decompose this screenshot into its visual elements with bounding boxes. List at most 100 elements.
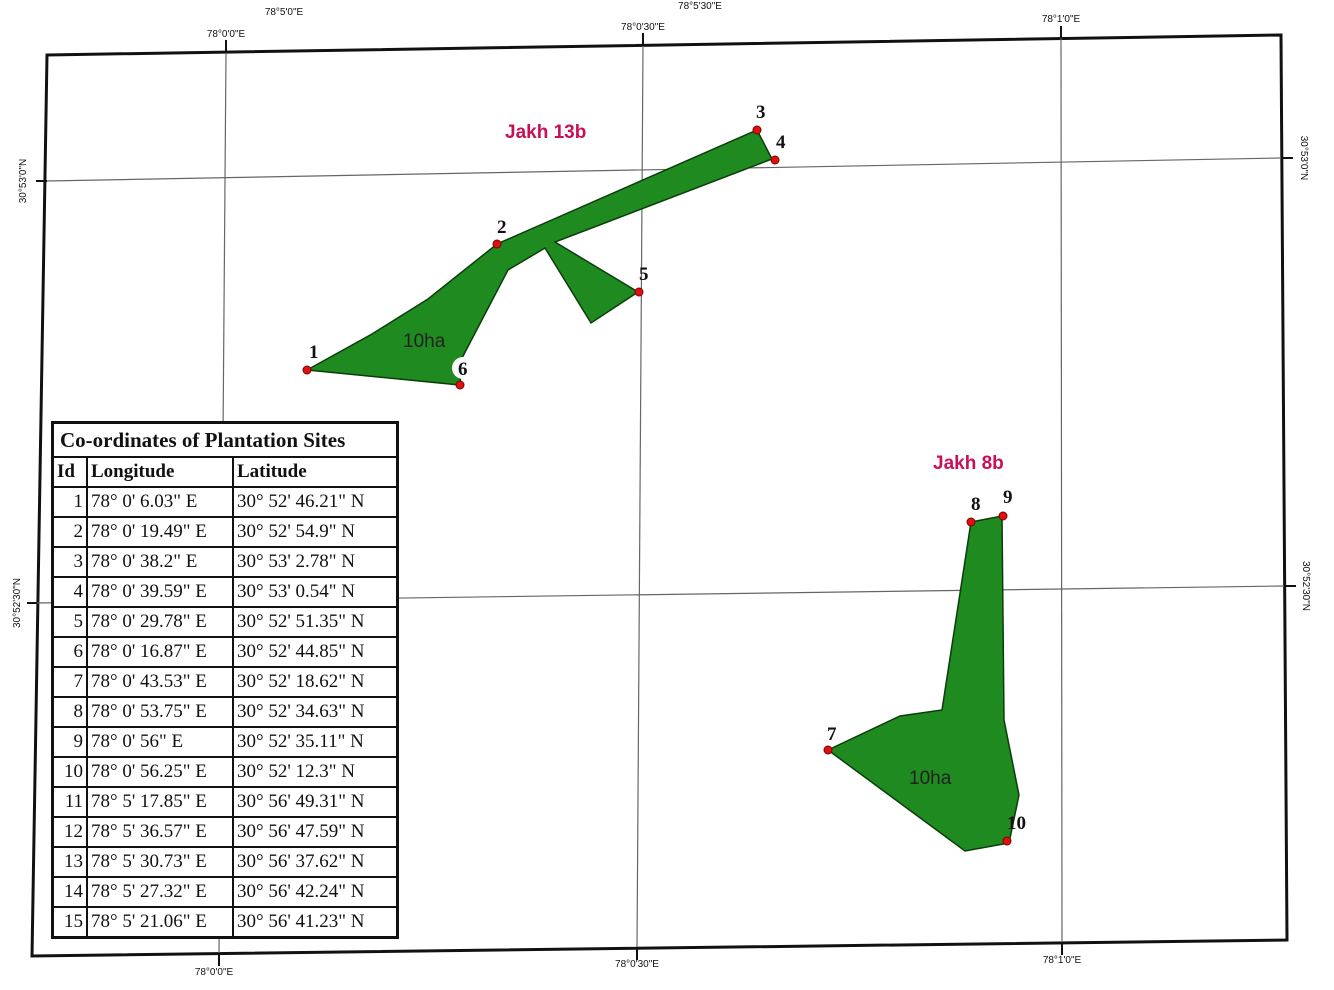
table-title: Co-ordinates of Plantation Sites bbox=[51, 421, 399, 458]
table-row: 4 78° 0' 39.59" E 30° 53' 0.54" N bbox=[51, 576, 399, 608]
row-longitude: 78° 0' 39.59" E bbox=[86, 576, 234, 608]
row-longitude: 78° 0' 43.53" E bbox=[86, 666, 234, 698]
table-row: 6 78° 0' 16.87" E 30° 52' 44.85" N bbox=[51, 636, 399, 668]
row-id: 2 bbox=[51, 516, 88, 548]
vertex-label-5: 5 bbox=[639, 264, 649, 285]
table-body: 1 78° 0' 6.03" E 30° 52' 46.21" N 2 78° 0' 1… bbox=[51, 486, 399, 939]
row-latitude: 30° 56' 47.59" N bbox=[232, 816, 399, 848]
row-id: 14 bbox=[51, 876, 88, 908]
site-polygon-jakh-13b bbox=[304, 129, 774, 386]
row-id: 11 bbox=[51, 786, 88, 818]
top-tick-label: 78°5'0"E bbox=[265, 7, 304, 18]
row-id: 4 bbox=[51, 576, 88, 608]
row-latitude: 30° 56' 37.62" N bbox=[232, 846, 399, 878]
grid-line-lat-53 bbox=[46, 157, 1282, 182]
vertex-label-3: 3 bbox=[756, 102, 766, 123]
row-id: 9 bbox=[51, 726, 88, 758]
row-longitude: 78° 0' 56.25" E bbox=[86, 756, 234, 788]
area-label-jakh-8b: 10ha bbox=[909, 768, 952, 789]
row-longitude: 78° 0' 6.03" E bbox=[86, 486, 234, 518]
row-latitude: 30° 56' 49.31" N bbox=[232, 786, 399, 818]
bottom-tick-label: 78°1'0"E bbox=[1043, 955, 1082, 966]
top-tick-label: 78°5'30"E bbox=[678, 1, 722, 12]
row-id: 1 bbox=[51, 486, 88, 518]
table-caption-row: Co-ordinates of Plantation Sites bbox=[51, 421, 399, 458]
table-row: 11 78° 5' 17.85" E 30° 56' 49.31" N bbox=[51, 786, 399, 818]
tick-marks bbox=[27, 26, 1296, 966]
table-row: 12 78° 5' 36.57" E 30° 56' 47.59" N bbox=[51, 816, 399, 848]
row-id: 5 bbox=[51, 606, 88, 638]
left-tick-label: 30°52'30"N bbox=[12, 578, 23, 628]
vertex-label-7: 7 bbox=[827, 724, 837, 745]
grid-line-lon-1 bbox=[1060, 37, 1063, 943]
vertex-label-1: 1 bbox=[309, 342, 319, 363]
row-latitude: 30° 56' 41.23" N bbox=[232, 906, 399, 939]
row-id: 12 bbox=[51, 816, 88, 848]
row-longitude: 78° 0' 16.87" E bbox=[86, 636, 234, 668]
row-longitude: 78° 5' 27.32" E bbox=[86, 876, 234, 908]
row-latitude: 30° 52' 18.62" N bbox=[232, 666, 399, 698]
row-longitude: 78° 5' 30.73" E bbox=[86, 846, 234, 878]
table-row: 7 78° 0' 43.53" E 30° 52' 18.62" N bbox=[51, 666, 399, 698]
header-id: Id bbox=[51, 456, 88, 488]
row-latitude: 30° 52' 54.9" N bbox=[232, 516, 399, 548]
top-tick-label: 78°0'30"E bbox=[621, 22, 665, 33]
row-latitude: 30° 52' 51.35" N bbox=[232, 606, 399, 638]
row-latitude: 30° 52' 34.63" N bbox=[232, 696, 399, 728]
row-id: 10 bbox=[51, 756, 88, 788]
bottom-tick-label: 78°0'30"E bbox=[615, 959, 659, 970]
top-tick-label: 78°1'0"E bbox=[1042, 14, 1081, 25]
vertex-point-7 bbox=[823, 745, 833, 755]
row-longitude: 78° 0' 29.78" E bbox=[86, 606, 234, 638]
row-longitude: 78° 5' 36.57" E bbox=[86, 816, 234, 848]
site-label-jakh-8b: Jakh 8b bbox=[933, 453, 1004, 474]
vertex-label-8: 8 bbox=[971, 494, 981, 515]
row-id: 3 bbox=[51, 546, 88, 578]
vertex-point-10 bbox=[1002, 836, 1012, 846]
vertex-label-2: 2 bbox=[497, 217, 507, 238]
table-row: 9 78° 0' 56" E 30° 52' 35.11" N bbox=[51, 726, 399, 758]
vertex-label-6: 6 bbox=[458, 359, 468, 380]
map-frame bbox=[30, 33, 1289, 958]
row-latitude: 30° 53' 2.78" N bbox=[232, 546, 399, 578]
bottom-tick-label: 78°0'0"E bbox=[195, 967, 234, 978]
row-latitude: 30° 52' 46.21" N bbox=[232, 486, 399, 518]
table-row: 2 78° 0' 19.49" E 30° 52' 54.9" N bbox=[51, 516, 399, 548]
vertex-label-4: 4 bbox=[776, 132, 786, 153]
row-longitude: 78° 0' 19.49" E bbox=[86, 516, 234, 548]
right-tick-label: 30°52'30"N bbox=[1300, 561, 1311, 611]
row-longitude: 78° 5' 21.06" E bbox=[86, 906, 234, 939]
row-id: 7 bbox=[51, 666, 88, 698]
row-latitude: 30° 53' 0.54" N bbox=[232, 576, 399, 608]
vertex-points bbox=[302, 125, 1012, 846]
header-longitude: Longitude bbox=[86, 456, 234, 488]
table-row: 3 78° 0' 38.2" E 30° 53' 2.78" N bbox=[51, 546, 399, 578]
top-tick-label: 78°0'0"E bbox=[207, 29, 246, 40]
row-id: 15 bbox=[51, 906, 88, 939]
table-row: 15 78° 5' 21.06" E 30° 56' 41.23" N bbox=[51, 906, 399, 939]
point-halo bbox=[452, 357, 474, 379]
site-label-jakh-13b: Jakh 13b bbox=[505, 122, 586, 143]
table-row: 1 78° 0' 6.03" E 30° 52' 46.21" N bbox=[51, 486, 399, 518]
table-header-row: Id Longitude Latitude bbox=[51, 456, 399, 488]
row-latitude: 30° 52' 44.85" N bbox=[232, 636, 399, 668]
vertex-label-9: 9 bbox=[1003, 487, 1013, 508]
vertex-point-5 bbox=[634, 287, 644, 297]
vertex-point-6 bbox=[455, 380, 465, 390]
right-tick-label: 30°53'0"N bbox=[1298, 136, 1309, 181]
table-row: 10 78° 0' 56.25" E 30° 52' 12.3" N bbox=[51, 756, 399, 788]
vertex-point-9 bbox=[998, 511, 1008, 521]
vertex-point-4 bbox=[770, 155, 780, 165]
table-row: 13 78° 5' 30.73" E 30° 56' 37.62" N bbox=[51, 846, 399, 878]
table-row: 8 78° 0' 53.75" E 30° 52' 34.63" N bbox=[51, 696, 399, 728]
row-id: 8 bbox=[51, 696, 88, 728]
vertex-label-10: 10 bbox=[1007, 813, 1026, 834]
vertex-point-2 bbox=[492, 239, 502, 249]
row-id: 13 bbox=[51, 846, 88, 878]
header-latitude: Latitude bbox=[232, 456, 399, 488]
row-longitude: 78° 5' 17.85" E bbox=[86, 786, 234, 818]
vertex-point-3 bbox=[752, 125, 762, 135]
row-longitude: 78° 0' 56" E bbox=[86, 726, 234, 758]
row-id: 6 bbox=[51, 636, 88, 668]
site-polygon-jakh-8b bbox=[826, 515, 1020, 852]
